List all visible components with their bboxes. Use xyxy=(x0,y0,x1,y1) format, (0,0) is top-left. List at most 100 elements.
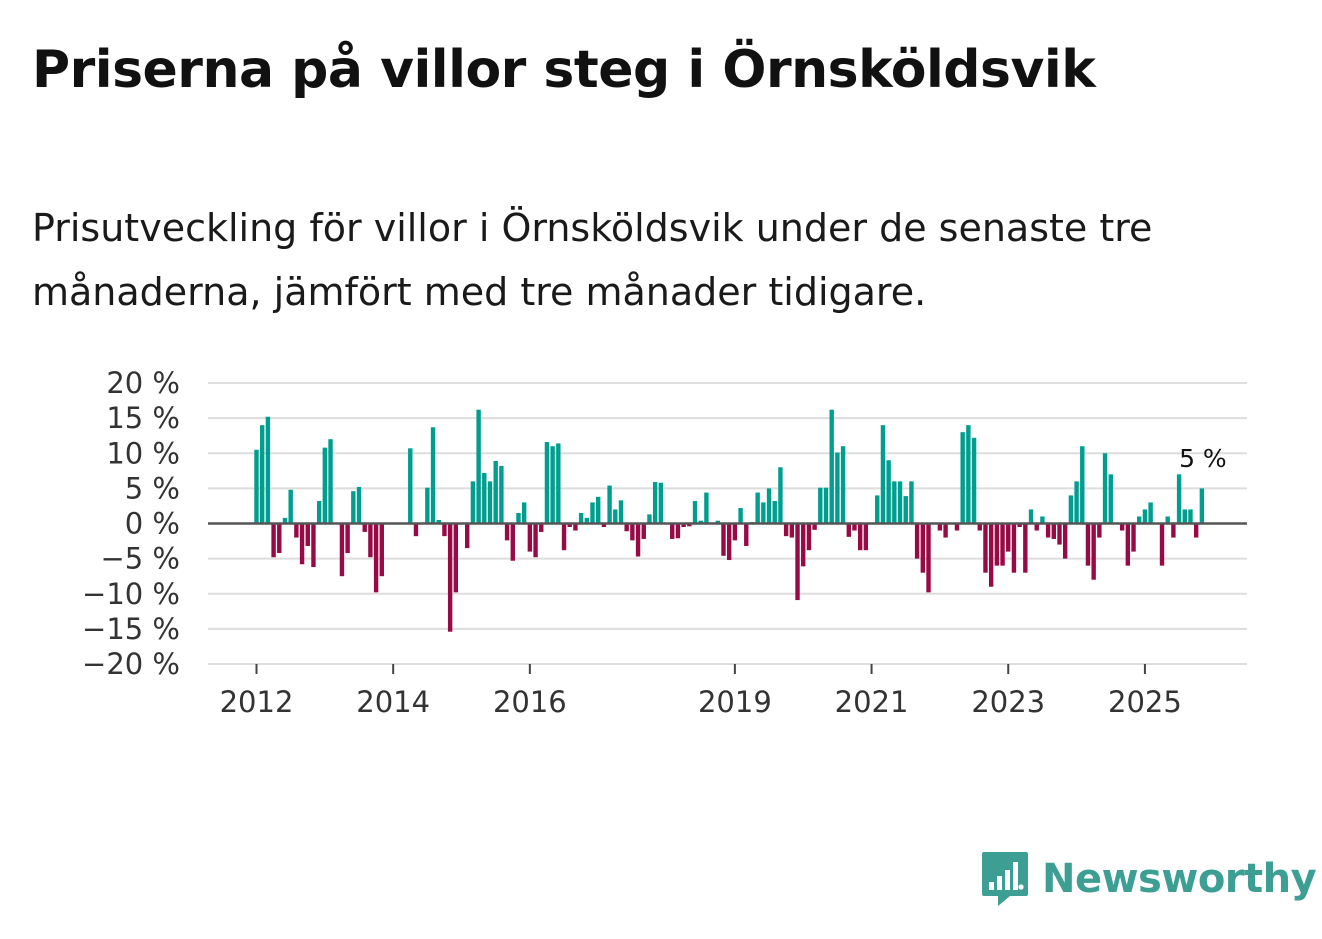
bar xyxy=(254,449,259,524)
bar xyxy=(613,509,618,524)
bar xyxy=(954,523,960,531)
bar xyxy=(1137,516,1142,524)
bar xyxy=(1000,523,1005,566)
bar xyxy=(1125,523,1131,566)
bar xyxy=(1023,523,1028,573)
bar xyxy=(670,523,675,539)
bar xyxy=(943,523,948,538)
bar xyxy=(277,523,282,553)
bar xyxy=(1074,481,1079,524)
bar xyxy=(260,425,265,524)
x-tick-label: 2019 xyxy=(698,685,772,719)
bar xyxy=(846,523,851,537)
bar xyxy=(988,523,994,587)
bar xyxy=(527,523,533,552)
bar xyxy=(675,523,681,539)
bar-series xyxy=(254,409,1205,632)
y-axis: 20 %15 %10 %5 %0 %−5 %−10 %−15 %−20 % xyxy=(82,366,180,681)
bar xyxy=(453,523,459,593)
bar xyxy=(1085,523,1091,566)
bar xyxy=(578,512,584,524)
bar xyxy=(584,517,590,524)
bar xyxy=(732,523,738,541)
bar xyxy=(345,523,350,553)
bar xyxy=(960,432,965,524)
bar xyxy=(379,523,384,577)
bar xyxy=(573,523,578,531)
bar xyxy=(425,487,430,524)
bar xyxy=(1148,502,1153,524)
bar xyxy=(920,523,926,573)
bar xyxy=(829,409,834,524)
bar xyxy=(504,523,510,541)
bar xyxy=(658,482,664,524)
bar xyxy=(1045,523,1051,538)
bar xyxy=(1182,509,1187,524)
bar xyxy=(607,485,612,524)
bar xyxy=(618,500,624,524)
bar xyxy=(892,481,897,524)
bar xyxy=(539,523,544,532)
bar xyxy=(550,446,555,524)
bar xyxy=(852,523,857,531)
brand-name: Newsworthy xyxy=(1042,856,1317,902)
bar xyxy=(265,416,271,524)
x-axis: 2012 2014 2016 2019 2021 2023 2025 xyxy=(220,664,1182,719)
bar xyxy=(647,514,652,524)
bar xyxy=(408,448,413,524)
bar xyxy=(687,523,692,527)
bar xyxy=(726,523,732,561)
bar xyxy=(311,523,316,568)
bar xyxy=(339,523,345,577)
bar xyxy=(795,523,800,601)
bar xyxy=(909,481,914,524)
bar xyxy=(744,523,749,546)
bar xyxy=(596,496,601,524)
bar xyxy=(567,523,572,528)
bar xyxy=(1080,446,1085,524)
bar xyxy=(1193,523,1199,538)
bar xyxy=(1165,516,1170,524)
bar xyxy=(886,460,891,524)
bar xyxy=(1171,523,1176,538)
bar xyxy=(1108,474,1113,524)
bar xyxy=(299,523,305,565)
bar xyxy=(994,523,1000,566)
bar xyxy=(818,487,823,524)
bar xyxy=(840,446,846,524)
bar xyxy=(305,523,310,546)
bar xyxy=(362,523,367,532)
bar xyxy=(1051,523,1056,539)
bar xyxy=(282,517,288,524)
bar xyxy=(430,427,436,524)
bar xyxy=(903,496,908,524)
bar xyxy=(601,523,607,528)
y-tick-label: 5 % xyxy=(125,471,180,505)
bar xyxy=(516,512,521,524)
bar xyxy=(897,481,903,524)
bar xyxy=(971,437,977,524)
bar xyxy=(783,523,789,537)
y-tick-label: −15 % xyxy=(82,612,180,646)
bar xyxy=(641,523,646,539)
bar-chart: 20 %15 %10 %5 %0 %−5 %−10 %−15 %−20 % 20… xyxy=(82,366,1247,719)
bar xyxy=(465,523,470,549)
bar xyxy=(1040,516,1045,524)
bar xyxy=(1188,509,1193,524)
bar xyxy=(521,502,527,524)
bar xyxy=(533,523,538,558)
bar xyxy=(561,523,567,551)
y-tick-label: 0 % xyxy=(125,507,180,541)
bar xyxy=(926,523,931,593)
bar xyxy=(373,523,379,593)
bar xyxy=(801,523,806,567)
bar xyxy=(880,425,886,524)
bar xyxy=(624,523,629,532)
bar xyxy=(1102,453,1108,524)
bar xyxy=(1119,523,1125,531)
last-value-annotation: 5 % xyxy=(1179,444,1227,473)
bar xyxy=(806,523,812,551)
bar xyxy=(294,523,299,538)
x-tick-label: 2012 xyxy=(220,685,294,719)
bar xyxy=(1199,488,1205,524)
